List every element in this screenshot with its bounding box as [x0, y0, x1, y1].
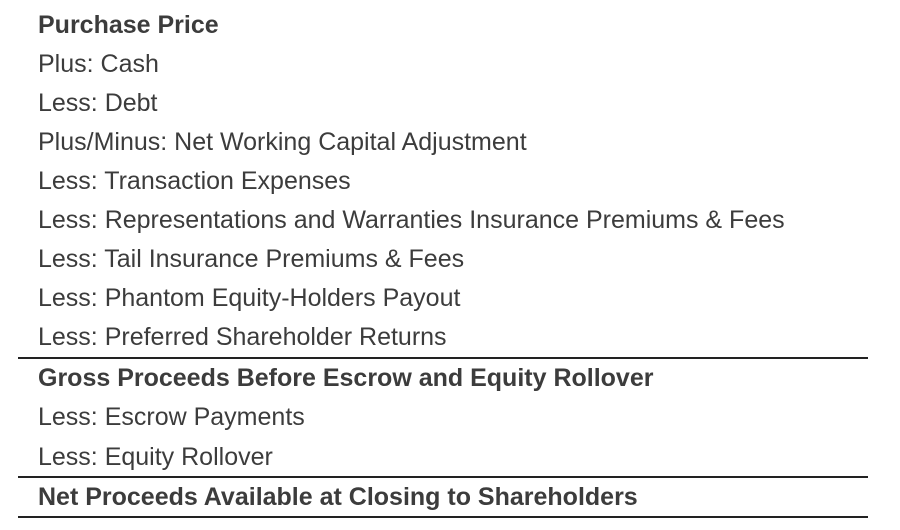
row-equity-rollover: Less: Equity Rollover	[38, 443, 273, 471]
row-transaction-expenses: Less: Transaction Expenses	[38, 167, 351, 195]
row-plus-cash: Plus: Cash	[38, 50, 159, 78]
row-escrow-payments: Less: Escrow Payments	[38, 403, 305, 431]
row-phantom-equity: Less: Phantom Equity-Holders Payout	[38, 284, 461, 312]
row-purchase-price: Purchase Price	[38, 11, 219, 39]
divider-line	[18, 357, 868, 359]
row-tail-insurance: Less: Tail Insurance Premiums & Fees	[38, 245, 465, 273]
row-rw-insurance: Less: Representations and Warranties Ins…	[38, 206, 785, 234]
row-less-debt: Less: Debt	[38, 89, 158, 117]
divider-line	[18, 476, 868, 478]
row-preferred-returns: Less: Preferred Shareholder Returns	[38, 323, 447, 351]
row-nwc-adjustment: Plus/Minus: Net Working Capital Adjustme…	[38, 128, 527, 156]
row-net-proceeds: Net Proceeds Available at Closing to Sha…	[38, 483, 638, 511]
row-gross-proceeds: Gross Proceeds Before Escrow and Equity …	[38, 364, 654, 392]
divider-line	[18, 516, 868, 518]
